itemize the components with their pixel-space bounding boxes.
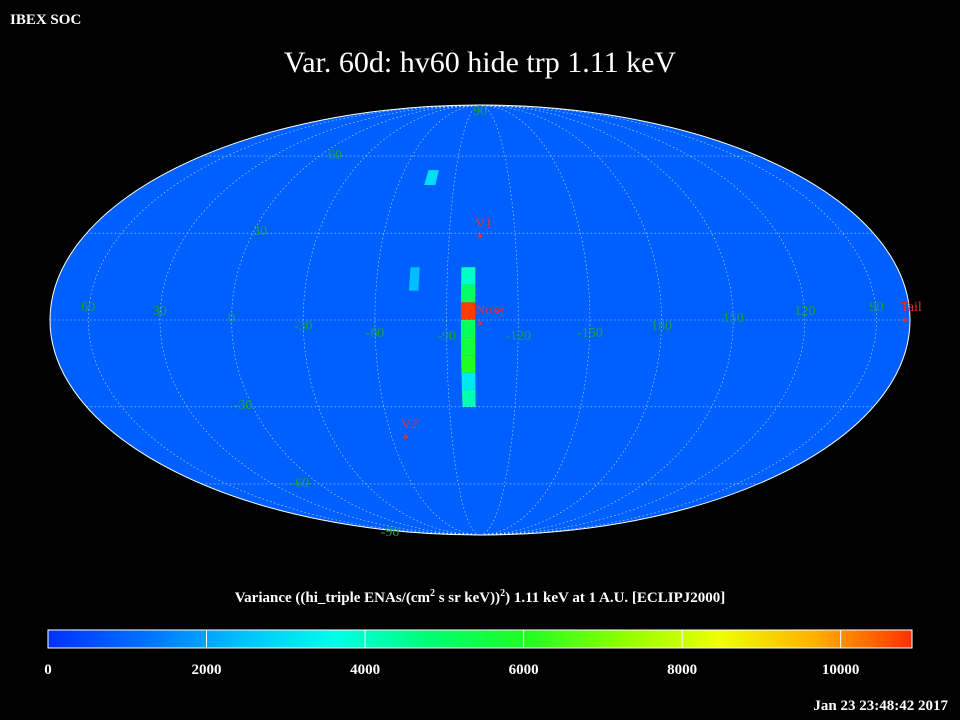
lat-label: -60 [291,476,310,491]
meridian [479,104,662,536]
lon-label: 90 [870,300,884,315]
map-background [50,105,910,535]
lat-label: -90 [381,525,400,540]
org: IBEX SOC [10,12,81,28]
label-part: Variance ((hi_triple ENAs/(cm [235,590,431,606]
chart-title: Var. 60d: hv60 hide trp 1.11 keV [284,46,677,79]
marker-label: Nose [475,303,504,318]
lon-label: 150 [723,311,744,326]
marker-label: Tail [900,300,922,315]
map-cell [460,284,476,303]
marker [403,434,408,439]
colorbar-tick-label: 8000 [667,662,697,678]
lat-label: 60 [328,148,342,163]
superscript: 2 [500,588,505,599]
lon-label: 30 [153,304,167,319]
meridian [479,104,519,536]
marker-label: V2 [401,417,418,432]
map-cell [460,320,476,338]
lon-label: -150 [577,326,603,341]
map-cell [409,267,420,291]
lon-label: 180 [651,319,672,334]
label-part: s sr keV)) [435,590,500,606]
map-cell [461,355,476,373]
lon-label: -30 [294,319,313,334]
lat-label: -30 [234,398,253,413]
lon-label: -60 [366,326,385,341]
lon-label: 120 [794,304,815,319]
colorbar-tick-label: 10000 [822,662,860,678]
colorbar [47,629,913,649]
colorbar-tick-label: 4000 [350,662,380,678]
colorbar-tick-label: 0 [44,662,52,678]
map-cell [461,267,476,285]
lon-label: 60 [81,300,95,315]
map-border [49,104,911,536]
map-cell [461,389,476,407]
map-cell [461,372,476,390]
meridian [159,104,481,536]
superscript: 2 [430,588,435,599]
timestamp: Jan 23 23:48:42 2017 [813,698,948,714]
meridian [374,104,481,536]
meridian [479,104,734,536]
marker-label: V1 [475,216,492,231]
lat-label: 90 [473,104,487,119]
marker [478,233,482,238]
map-cell [460,302,476,320]
colorbar-tick-label: 6000 [509,662,539,678]
lon-label: -90 [437,329,456,344]
lon-label: 0 [228,311,235,326]
map-cell [424,170,439,186]
lon-label: -120 [505,329,531,344]
colorbar-tick-label: 2000 [192,662,222,678]
label-part: ) 1.11 keV at 1 A.U. [ECLIPJ2000] [505,590,725,606]
lat-label: 30 [253,224,267,239]
meridian [479,104,806,536]
colorbar-label: Variance ((hi_triple ENAs/(cm2 s sr keV)… [235,588,726,606]
marker [478,320,482,325]
marker [903,318,908,322]
map-cell [460,337,476,356]
